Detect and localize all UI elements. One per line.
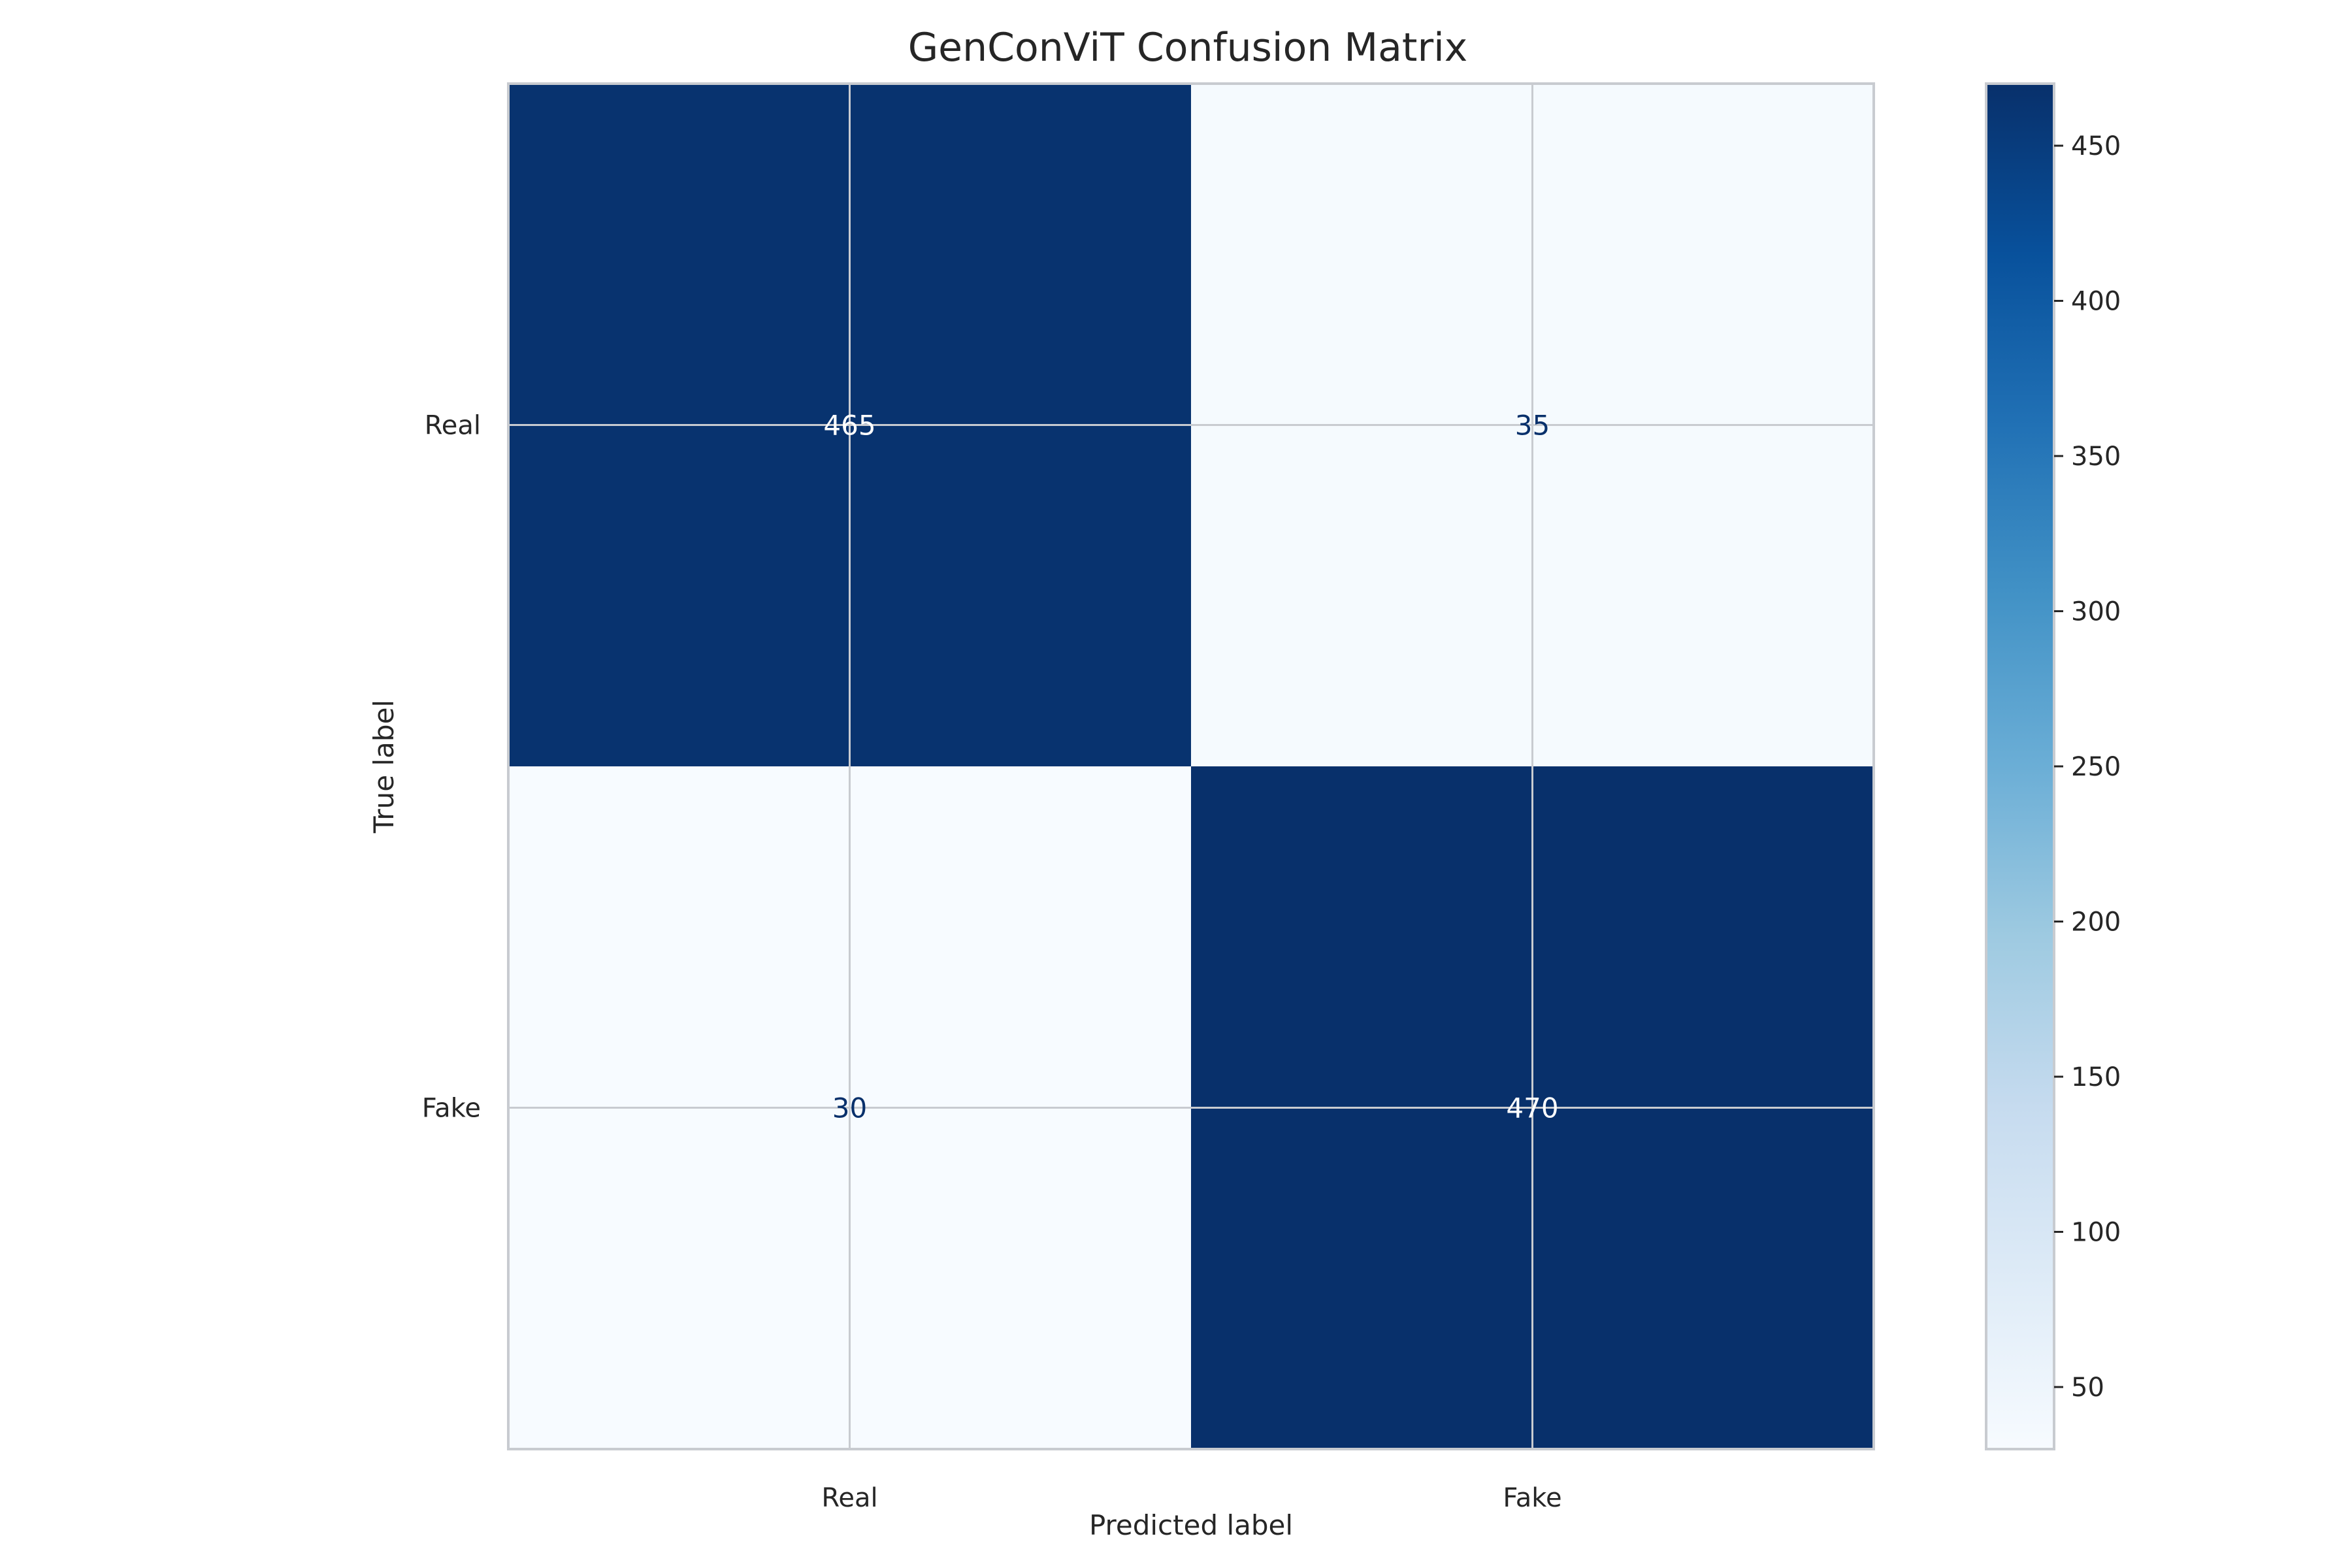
colorbar-tick-label: 50 — [2071, 1373, 2104, 1403]
colorbar-tick-label: 150 — [2071, 1062, 2121, 1092]
colorbar-tick-label: 300 — [2071, 597, 2121, 627]
y-tick-label: Fake — [422, 1094, 481, 1124]
chart-title: GenConViT Confusion Matrix — [908, 25, 1468, 71]
y-axis-label: True label — [368, 700, 400, 834]
colorbar-tick-label: 100 — [2071, 1218, 2121, 1248]
x-axis-ticks: Real Fake — [821, 1483, 1561, 1513]
matrix-cell-labels: 465 35 30 470 — [823, 410, 1558, 1124]
colorbar-tick-label: 450 — [2071, 131, 2121, 161]
x-tick-label: Fake — [1503, 1483, 1561, 1513]
y-tick-label: Real — [425, 411, 481, 441]
matrix-frame — [507, 82, 1875, 1450]
colorbar-tick-label: 350 — [2071, 442, 2121, 472]
cell-value-label: 35 — [1515, 410, 1550, 442]
cell-value-label: 30 — [832, 1092, 867, 1124]
cell-value-label: 470 — [1506, 1092, 1558, 1124]
y-axis-ticks: Real Fake — [422, 411, 481, 1124]
colorbar-ticks: 50 100 150 200 250 300 350 400 450 — [2054, 131, 2121, 1403]
matrix-gridlines — [508, 84, 1874, 1449]
colorbar-tick-label: 400 — [2071, 287, 2121, 317]
colorbar-tick-label: 250 — [2071, 752, 2121, 782]
cell-value-label: 465 — [823, 410, 875, 442]
colorbar — [1986, 84, 2054, 1449]
matrix-cells — [508, 84, 1874, 1449]
x-tick-label: Real — [821, 1483, 877, 1513]
x-axis-label: Predicted label — [1089, 1509, 1293, 1541]
colorbar-tick-label: 200 — [2071, 907, 2121, 938]
